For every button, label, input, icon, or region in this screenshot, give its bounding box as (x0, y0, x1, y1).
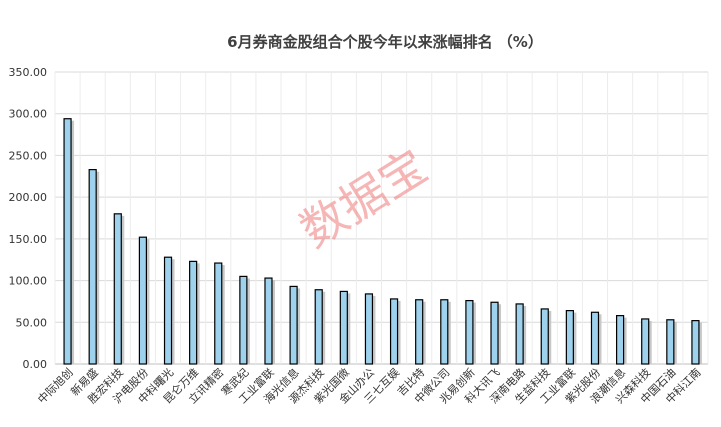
bar (615, 315, 625, 365)
bar (465, 299, 474, 365)
watermark-text: 数据宝 (291, 139, 437, 258)
bar (515, 303, 524, 365)
bar (314, 289, 323, 365)
y-tick-label: 50.00 (16, 316, 48, 329)
bar (63, 118, 72, 365)
bar (389, 298, 399, 365)
bar (189, 260, 198, 365)
bar (590, 311, 600, 365)
bar (163, 256, 173, 365)
bar (88, 169, 97, 365)
grid (54, 71, 709, 365)
y-tick-label: 350.00 (9, 66, 48, 79)
bar (565, 310, 574, 365)
y-tick-label: 200.00 (9, 191, 48, 204)
bar (440, 299, 449, 365)
y-tick-label: 250.00 (9, 149, 48, 162)
y-tick-label: 100.00 (9, 275, 48, 288)
y-tick-label: 300.00 (9, 108, 48, 121)
x-tick-label: 中际旭创 (35, 365, 76, 406)
bar (113, 213, 122, 365)
bar (339, 290, 348, 365)
y-tick-label: 0.00 (23, 358, 48, 371)
bar (540, 308, 549, 365)
bar (641, 318, 650, 365)
bar (490, 301, 499, 365)
bar (415, 299, 424, 365)
chart-title: 6月券商金股组合个股今年以来涨幅排名 （%） (227, 33, 543, 51)
y-axis: 0.00 50.00 100.00 150.00 200.00 250.00 300.00 3… (9, 66, 48, 371)
bar (138, 236, 148, 365)
x-axis: 中际旭创新易盛胜宏科技沪电股份中科曙光昆仑万维立讯精密寒武纪工业富联海光信息源杰… (35, 365, 704, 406)
bar (264, 277, 273, 365)
bar (239, 275, 248, 365)
bar (691, 320, 700, 365)
bar (666, 319, 675, 365)
bar (364, 293, 374, 365)
bar (214, 262, 223, 365)
bar (289, 285, 298, 365)
y-tick-label: 150.00 (9, 233, 48, 246)
bars (63, 118, 702, 365)
